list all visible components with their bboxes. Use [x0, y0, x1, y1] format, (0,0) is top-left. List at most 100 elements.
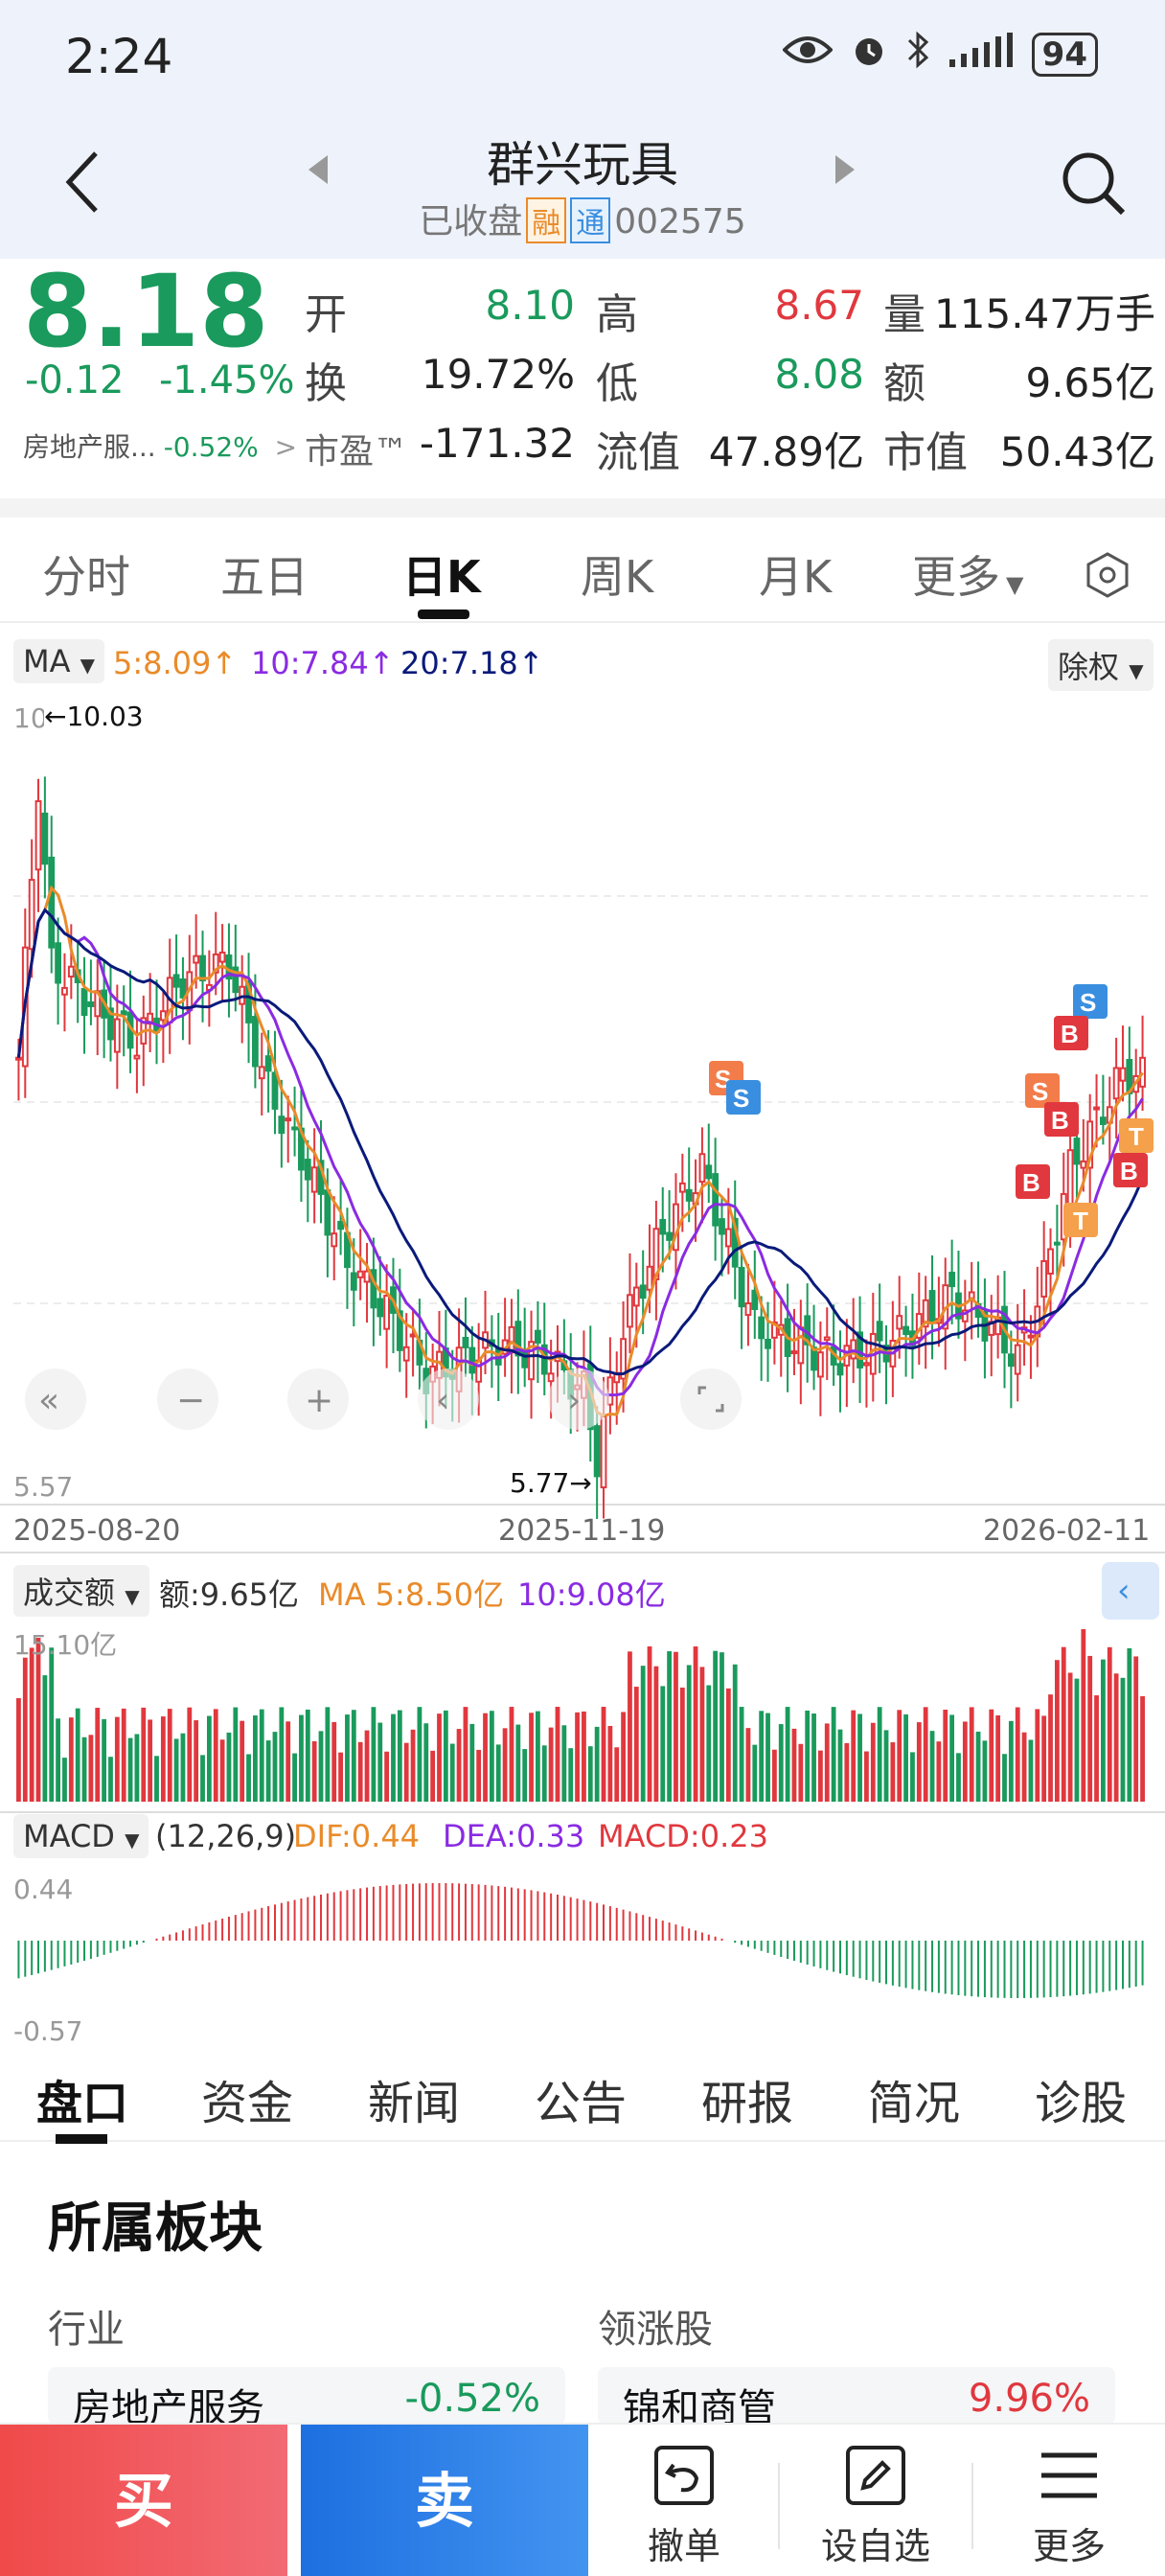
tab-research[interactable]: 研报	[701, 2077, 794, 2130]
tab-announcements[interactable]: 公告	[535, 2077, 628, 2130]
candle-body	[863, 1362, 870, 1367]
ma-dropdown-label: MA	[23, 643, 71, 679]
ma-dropdown[interactable]: MA ▼	[13, 639, 105, 683]
search-button[interactable]	[1060, 150, 1127, 217]
volume-bar	[660, 1686, 666, 1802]
tab-daily-k[interactable]: 日K	[402, 551, 481, 603]
tab-diagnosis[interactable]: 诊股	[1035, 2077, 1128, 2130]
candle-body	[632, 1286, 640, 1307]
back-button[interactable]	[57, 144, 115, 220]
prev-button[interactable]	[418, 1368, 479, 1430]
candle-body	[1040, 1259, 1048, 1298]
candle-body	[1014, 1344, 1021, 1375]
industry-name: 房地产服务	[73, 2386, 264, 2425]
volume-bar	[430, 1750, 436, 1802]
leader-card[interactable]: 锦和商管 9.96%	[598, 2367, 1115, 2425]
candle-body	[61, 986, 68, 996]
volume-bar	[949, 1714, 955, 1802]
leader-label: 领涨股	[598, 2308, 713, 2352]
tab-intraday[interactable]: 分时	[42, 551, 130, 603]
period-high-label: ←10.03	[44, 701, 144, 732]
chevron-left-icon: ‹	[436, 1381, 449, 1420]
prev-stock-icon[interactable]	[308, 155, 328, 184]
trade-marker-sell	[726, 1080, 761, 1115]
trade-marker-buy	[1044, 1102, 1079, 1137]
volume-bar	[449, 1743, 455, 1802]
open-value: 8.10	[485, 282, 575, 329]
volume-bar	[384, 1751, 390, 1802]
ma10-value: 10:7.84↑	[251, 645, 395, 681]
volume-bar	[206, 1715, 212, 1802]
kline-svg[interactable]: S S S B S B B T T B « − +	[0, 628, 1165, 2046]
zoom-in-button[interactable]	[287, 1368, 349, 1430]
volume-bar	[679, 1687, 685, 1802]
more-button[interactable]: 更多	[983, 2444, 1155, 2569]
next-stock-icon[interactable]	[835, 155, 855, 184]
volume-bar	[226, 1732, 232, 1802]
volume-bar	[1041, 1715, 1047, 1802]
next-button[interactable]	[548, 1368, 609, 1430]
expand-icon	[697, 1386, 724, 1413]
candle-body	[724, 1228, 732, 1248]
candle-body	[1053, 1241, 1061, 1246]
pe-value: -171.32	[419, 420, 575, 467]
volume-bar	[187, 1707, 193, 1802]
ma-legend: MA ▼ 5:8.09↑ 10:7.84↑ 20:7.18↑ 除权 ▼	[0, 628, 1165, 695]
volume-bar	[476, 1749, 482, 1802]
tab-capital[interactable]: 资金	[201, 2077, 294, 2130]
trade-marker-label: S	[733, 1084, 749, 1113]
volume-bar	[180, 1733, 186, 1802]
volume-bar	[1028, 1739, 1034, 1802]
candle-body	[712, 1173, 720, 1227]
macd-dropdown[interactable]: MACD ▼	[13, 1814, 149, 1858]
volume-bar	[515, 1724, 521, 1802]
zoom-out-button[interactable]	[157, 1368, 218, 1430]
candle-body	[396, 1310, 403, 1351]
volume-bar	[1035, 1709, 1040, 1802]
tab-weekly-k[interactable]: 周K	[581, 551, 654, 603]
volume-bar	[410, 1729, 416, 1802]
volume-bar	[469, 1723, 475, 1802]
tab-news[interactable]: 新闻	[368, 2077, 461, 2130]
buy-button[interactable]: 买	[0, 2425, 287, 2576]
settings-button[interactable]	[1083, 550, 1132, 604]
sector-link[interactable]: 房地产服... -0.52% >	[23, 426, 297, 465]
volume-bar	[56, 1718, 60, 1802]
volume-bar	[739, 1707, 744, 1802]
tab-order-book[interactable]: 盘口	[36, 2077, 129, 2130]
candle-body	[535, 1329, 541, 1344]
trade-marker-label: S	[1032, 1077, 1048, 1106]
volume-bar	[929, 1731, 935, 1802]
adjust-dropdown[interactable]: 除权 ▼	[1048, 639, 1154, 691]
candle-body	[304, 1159, 311, 1181]
price-change: -0.12	[25, 358, 125, 402]
volume-bar	[292, 1753, 297, 1802]
open-label: 开	[305, 290, 347, 339]
collapse-panel-button[interactable]	[1102, 1562, 1159, 1620]
volume-bar	[699, 1667, 705, 1802]
volume-dropdown[interactable]: 成交额 ▼	[13, 1565, 149, 1617]
fullscreen-button[interactable]	[680, 1368, 742, 1430]
add-watchlist-button[interactable]: 设自选	[789, 2444, 962, 2569]
volume-bar	[305, 1709, 310, 1802]
tab-five-day[interactable]: 五日	[220, 551, 308, 603]
turnover-value: 19.72%	[421, 351, 575, 398]
candle-body	[462, 1336, 469, 1348]
chevron-left-icon: ‹	[1117, 1572, 1131, 1610]
candle-body	[324, 1189, 331, 1236]
volume-bar	[246, 1754, 251, 1802]
cancel-order-button[interactable]: 撤单	[598, 2444, 770, 2569]
volume-bar	[989, 1709, 994, 1802]
sector-name: 房地产服...	[23, 431, 156, 463]
chart-controls: « − + ‹ ›	[25, 1368, 742, 1430]
candle-body	[179, 978, 187, 999]
volume-bar	[338, 1752, 343, 1802]
rewind-button[interactable]	[25, 1368, 86, 1430]
tab-more[interactable]: 更多 ▼	[912, 542, 1023, 606]
industry-card[interactable]: 房地产服务 -0.52%	[48, 2367, 565, 2425]
tab-monthly-k[interactable]: 月K	[759, 551, 833, 603]
candle-body	[731, 1217, 739, 1268]
sell-button[interactable]: 卖	[301, 2425, 588, 2576]
tab-profile[interactable]: 简况	[868, 2077, 961, 2130]
volume-bar	[745, 1728, 751, 1802]
